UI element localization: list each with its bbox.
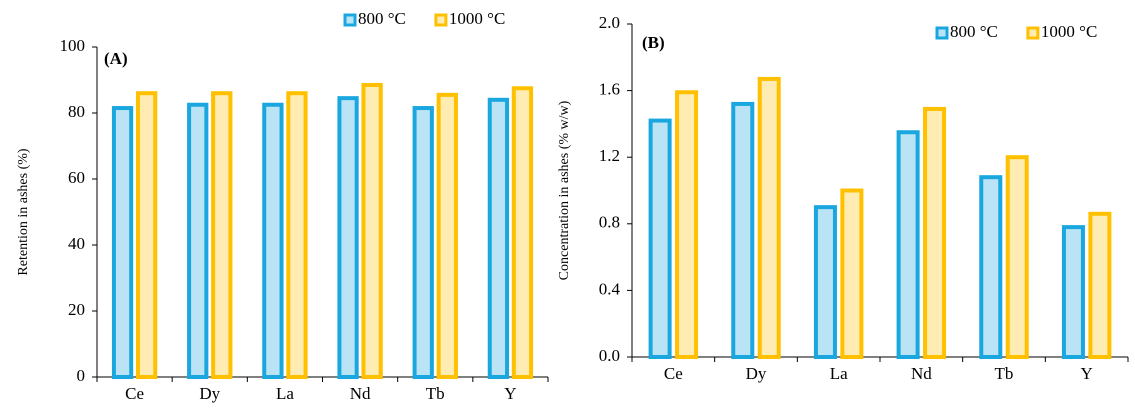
legend-label: 1000 °C: [1041, 22, 1097, 41]
bar: [361, 82, 383, 379]
bar: [840, 188, 864, 359]
y-tick-label: 80: [68, 102, 85, 121]
bar: [757, 76, 781, 359]
y-tick-label: 0.8: [599, 213, 620, 232]
bar: [1088, 211, 1112, 359]
x-tick-label: La: [276, 384, 294, 403]
x-tick-label: Y: [1081, 364, 1093, 383]
legend-swatch: [343, 13, 357, 27]
bar: [1005, 155, 1029, 359]
legend-label: 1000 °C: [449, 9, 505, 28]
bar: [337, 96, 359, 380]
bar: [675, 90, 699, 359]
x-tick-label: La: [830, 364, 848, 383]
bar: [135, 91, 158, 379]
x-tick-label: Dy: [199, 384, 220, 403]
x-tick-label: Tb: [426, 384, 445, 403]
x-tick-label: Nd: [350, 384, 371, 403]
bar: [487, 97, 510, 380]
bar: [813, 205, 837, 359]
bar: [412, 106, 434, 380]
bar: [262, 102, 284, 379]
bar: [1061, 225, 1085, 359]
x-tick-label: Tb: [995, 364, 1014, 383]
bar: [979, 175, 1003, 359]
y-tick-label: 60: [68, 168, 85, 187]
bar: [731, 101, 755, 359]
y-tick-label: 2.0: [599, 13, 620, 32]
bar: [896, 130, 920, 359]
panel-label: (A): [104, 49, 128, 68]
y-tick-label: 0.4: [599, 279, 621, 298]
bar: [923, 106, 947, 360]
bar: [111, 106, 134, 380]
bar: [187, 102, 209, 379]
y-tick-label: 1.2: [599, 146, 620, 165]
y-tick-label: 1.6: [599, 80, 620, 99]
y-tick-label: 0.0: [599, 346, 620, 365]
x-tick-label: Ce: [664, 364, 683, 383]
y-axis-title: Retention in ashes (%): [16, 148, 31, 275]
x-tick-label: Ce: [125, 384, 144, 403]
x-tick-label: Dy: [746, 364, 767, 383]
legend-label: 800 °C: [358, 9, 406, 28]
bar: [511, 86, 534, 379]
y-tick-label: 40: [68, 234, 85, 253]
x-tick-label: Nd: [911, 364, 932, 383]
bar: [286, 91, 308, 379]
legend-swatch: [935, 26, 949, 40]
y-axis-title: Concentration in ashes (% w/w): [557, 100, 572, 280]
legend-label: 800 °C: [950, 22, 998, 41]
x-tick-label: Y: [504, 384, 516, 403]
bar: [436, 92, 458, 379]
y-tick-label: 100: [60, 36, 86, 55]
y-tick-label: 0: [77, 366, 86, 385]
bar: [648, 118, 672, 359]
legend-swatch: [434, 13, 448, 27]
y-tick-label: 20: [68, 300, 85, 319]
bar: [211, 91, 233, 379]
legend-swatch: [1026, 26, 1040, 40]
panel-label: (B): [642, 33, 665, 52]
